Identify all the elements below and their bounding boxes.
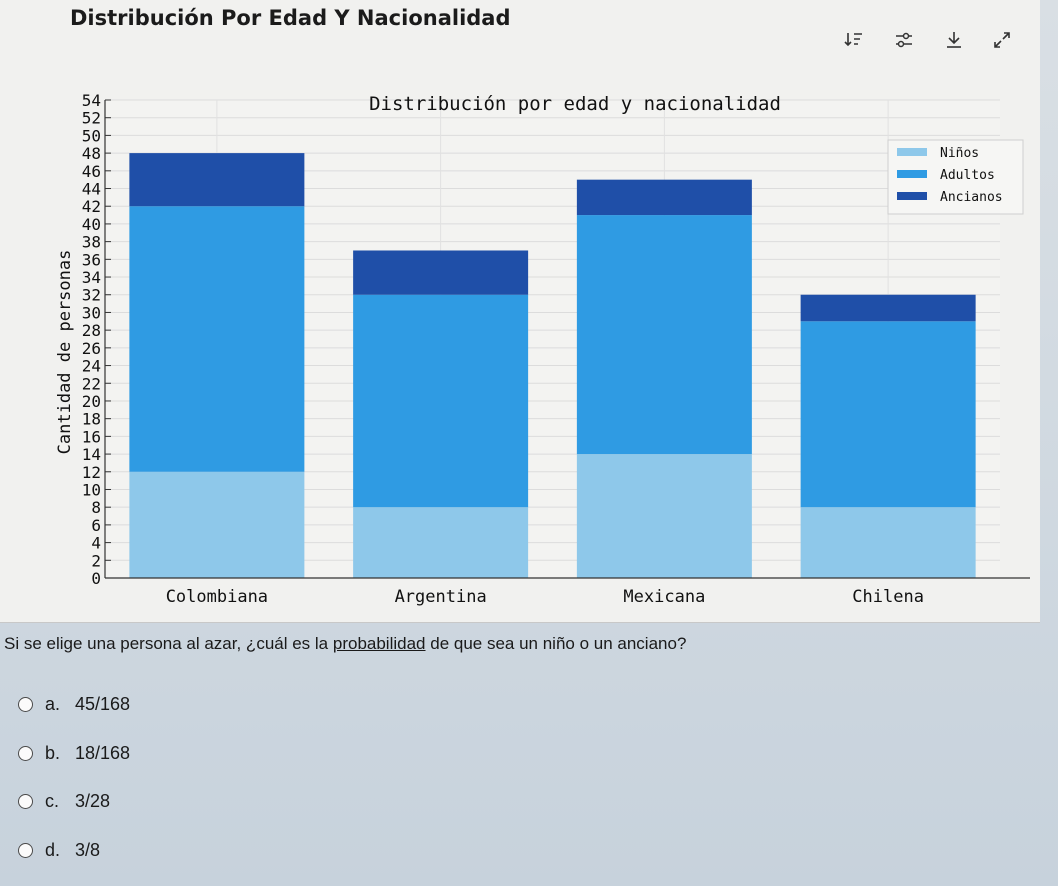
option-d[interactable]: d. 3/8: [18, 838, 100, 862]
y-tick-label: 8: [91, 498, 101, 517]
bars: [129, 153, 976, 578]
radio-button[interactable]: [18, 793, 33, 809]
filter-icon[interactable]: [888, 24, 920, 56]
question-link[interactable]: probabilidad: [332, 634, 426, 653]
question-after: de que sea un niño o un anciano?: [425, 634, 687, 653]
bar-niños-colombiana: [129, 471, 305, 578]
y-tick-label: 52: [82, 109, 101, 128]
legend-label: Adultos: [940, 168, 995, 183]
axes: 0246810121416182022242628303234363840424…: [82, 91, 1030, 607]
option-text: 18/168: [75, 742, 131, 763]
y-tick-label: 4: [91, 534, 101, 553]
bar-adultos-chilena: [800, 321, 976, 508]
chart-toolbar: [838, 24, 1028, 58]
y-tick-label: 26: [82, 339, 101, 358]
chart-title: Distribución por edad y nacionalidad: [369, 93, 781, 115]
y-tick-label: 32: [82, 286, 101, 305]
y-tick-label: 36: [82, 250, 101, 269]
legend-swatch: [897, 170, 927, 178]
expand-icon[interactable]: [986, 24, 1018, 56]
y-tick-label: 16: [82, 427, 101, 446]
x-tick-label: Chilena: [852, 587, 924, 607]
y-tick-label: 50: [82, 126, 101, 145]
bar-niños-mexicana: [576, 454, 752, 578]
option-letter: c.: [45, 790, 60, 811]
legend-swatch: [897, 148, 927, 156]
download-icon[interactable]: [938, 24, 970, 56]
y-tick-label: 2: [91, 551, 101, 570]
y-tick-label: 12: [82, 463, 101, 482]
radio-button[interactable]: [18, 696, 33, 712]
sort-icon[interactable]: [838, 24, 870, 56]
y-tick-label: 30: [82, 303, 101, 322]
option-text: 3/28: [75, 790, 111, 811]
x-tick-label: Argentina: [395, 587, 487, 607]
legend: Niños Adultos Ancianos: [887, 139, 1024, 215]
bar-ancianos-colombiana: [129, 153, 305, 207]
y-tick-label: 18: [82, 410, 101, 429]
bar-ancianos-chilena: [800, 294, 976, 322]
y-tick-label: 38: [82, 233, 101, 252]
y-tick-label: 14: [82, 445, 101, 464]
stacked-bar-chart: 0246810121416182022242628303234363840424…: [55, 91, 1030, 607]
bar-adultos-argentina: [353, 294, 529, 508]
bar-ancianos-mexicana: [576, 179, 752, 216]
bar-adultos-mexicana: [576, 215, 752, 455]
option-text: 3/8: [75, 839, 101, 860]
option-letter: a.: [45, 693, 61, 714]
radio-button[interactable]: [18, 842, 33, 858]
option-b[interactable]: b. 18/168: [18, 741, 130, 765]
radio-button[interactable]: [18, 745, 33, 761]
y-tick-label: 6: [91, 516, 101, 535]
option-text: 45/168: [75, 693, 131, 714]
y-tick-label: 46: [82, 162, 101, 181]
x-tick-label: Colombiana: [166, 587, 268, 607]
option-a[interactable]: a. 45/168: [18, 692, 130, 716]
y-tick-label: 54: [82, 91, 101, 110]
bar-adultos-colombiana: [129, 206, 305, 472]
y-tick-label: 44: [82, 180, 101, 199]
y-tick-label: 10: [82, 480, 101, 499]
y-tick-label: 20: [82, 392, 101, 411]
y-tick-label: 28: [82, 321, 101, 340]
y-tick-label: 24: [82, 357, 101, 376]
question-before: Si se elige una persona al azar, ¿cuál e…: [4, 634, 333, 653]
bar-niños-chilena: [800, 507, 976, 578]
option-letter: b.: [45, 742, 61, 763]
y-tick-label: 0: [91, 569, 101, 588]
card-title: Distribución Por Edad Y Nacionalidad: [70, 6, 511, 30]
y-tick-label: 34: [82, 268, 101, 287]
bar-niños-argentina: [353, 507, 529, 578]
y-tick-label: 48: [82, 144, 101, 163]
legend-label: Ancianos: [940, 190, 1003, 205]
bar-ancianos-argentina: [353, 250, 529, 295]
legend-label: Niños: [940, 146, 979, 161]
question-text: Si se elige una persona al azar, ¿cuál e…: [4, 634, 686, 654]
x-tick-label: Mexicana: [623, 587, 705, 607]
legend-swatch: [897, 192, 927, 200]
y-axis-label: Cantidad de personas: [55, 250, 75, 455]
y-tick-label: 22: [82, 374, 101, 393]
y-tick-label: 42: [82, 197, 101, 216]
option-letter: d.: [45, 839, 61, 860]
y-tick-label: 40: [82, 215, 101, 234]
option-c[interactable]: c. 3/28: [18, 789, 110, 813]
